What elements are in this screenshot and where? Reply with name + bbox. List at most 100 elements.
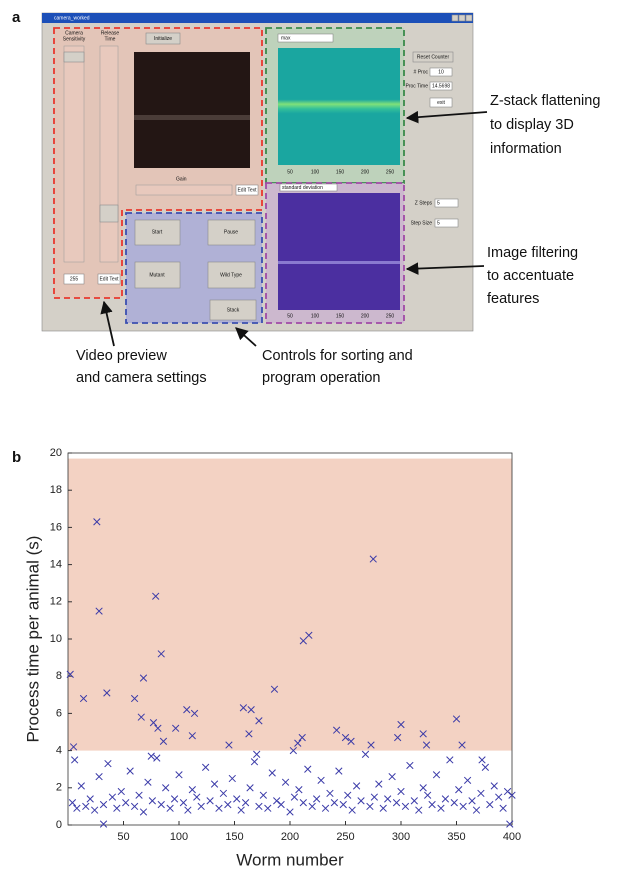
button[interactable]: [134, 219, 181, 246]
scatter-plot: 0 2 4 6 8 10 12 14 16 18 20 50 100 150 200 250 300 350 400…: [23, 447, 521, 870]
data-point: [441, 795, 450, 803]
text-box[interactable]: [429, 81, 453, 91]
data-point: [369, 555, 377, 563]
data-point: [255, 802, 263, 811]
button[interactable]: [145, 32, 181, 45]
image-tick: 50: [287, 313, 293, 319]
data-point: [290, 793, 299, 801]
button[interactable]: [207, 261, 256, 289]
data-point: [472, 806, 481, 814]
data-point: [268, 769, 276, 777]
data-point: [233, 795, 241, 803]
data-point: [193, 793, 201, 801]
minimize[interactable]: [451, 14, 459, 22]
text-box[interactable]: [97, 273, 121, 285]
text-box[interactable]: [235, 184, 259, 196]
dropdown[interactable]: [279, 183, 338, 192]
x-tick-label: 100: [170, 831, 188, 843]
data-point: [99, 800, 108, 809]
y-tick-label: 18: [50, 484, 62, 496]
data-point: [184, 806, 192, 814]
data-point: [201, 763, 210, 771]
data-point: [69, 743, 78, 751]
data-point: [286, 808, 294, 816]
image-tick: 250: [386, 313, 395, 319]
window-title: camera_worked: [54, 15, 90, 21]
data-point: [113, 804, 121, 812]
data-point: [206, 797, 214, 805]
data-point: [486, 800, 494, 809]
data-point: [490, 782, 498, 790]
data-point: [459, 802, 467, 811]
dropdown[interactable]: [434, 198, 459, 208]
data-point: [455, 786, 463, 794]
data-point: [122, 799, 130, 807]
button[interactable]: [207, 219, 256, 246]
y-tick-label: 8: [56, 670, 62, 682]
button-label: Stack: [227, 307, 240, 313]
button[interactable]: [209, 299, 257, 321]
button-label: Pause: [224, 229, 238, 235]
control-buttons: Start Pause Mutant Wild Type Stack: [134, 219, 257, 321]
data-point: [66, 670, 74, 678]
slider-label: Sensitivity: [63, 36, 86, 42]
data-point: [139, 808, 148, 816]
image-tick: 100: [311, 313, 320, 319]
button-label: Reset Counter: [417, 54, 450, 60]
button-label: Mutant: [149, 272, 165, 278]
button[interactable]: [429, 97, 453, 108]
y-tick-label: 12: [50, 596, 62, 608]
data-point: [384, 795, 392, 803]
data-point: [152, 592, 160, 600]
data-point: [172, 724, 180, 732]
image-tick: 200: [361, 313, 370, 319]
maximize[interactable]: [458, 14, 466, 22]
data-point: [148, 797, 157, 805]
data-point: [508, 791, 516, 799]
data-point: [228, 774, 236, 783]
close[interactable]: [465, 14, 473, 22]
slider[interactable]: [99, 45, 119, 263]
data-point: [188, 786, 196, 794]
text-value: Edit Text: [237, 187, 257, 193]
data-point: [375, 780, 383, 788]
data-point: [423, 791, 432, 799]
data-point: [308, 802, 316, 811]
data-point: [108, 793, 117, 801]
text-box[interactable]: [429, 67, 453, 77]
y-tick-label: 10: [50, 633, 62, 645]
slider[interactable]: [135, 184, 233, 196]
data-point: [197, 802, 205, 811]
data-point: [237, 806, 245, 814]
image-tick: 150: [336, 169, 345, 175]
text-box[interactable]: [63, 273, 85, 285]
data-point: [332, 726, 341, 734]
annotation: to display 3D: [490, 117, 574, 133]
panel-label: a: [12, 9, 21, 26]
y-tick-label: 14: [50, 559, 62, 571]
annotations: Z-stack flattening to display 3D informa…: [76, 93, 600, 386]
button-label: Initialize: [154, 36, 172, 42]
text-value: 10: [438, 69, 444, 75]
data-point: [162, 784, 170, 792]
button[interactable]: [412, 51, 454, 63]
text-value: Edit Text: [99, 276, 119, 282]
data-point: [224, 800, 232, 809]
button[interactable]: [134, 261, 181, 289]
slider[interactable]: [63, 45, 85, 263]
data-point: [305, 631, 313, 639]
data-point: [157, 650, 165, 658]
x-tick-label: 250: [336, 831, 354, 843]
dropdown-value: standard deviation: [282, 185, 323, 191]
data-point: [379, 804, 387, 812]
data-point: [273, 797, 281, 805]
slider-label: Release: [101, 30, 120, 36]
data-point: [506, 820, 514, 828]
data-point: [304, 765, 312, 773]
data-point: [219, 789, 228, 798]
button-label: exit: [437, 100, 445, 106]
dropdown[interactable]: [434, 218, 459, 228]
data-point: [93, 518, 101, 526]
dropdown[interactable]: [277, 33, 334, 43]
data-point: [446, 756, 454, 764]
